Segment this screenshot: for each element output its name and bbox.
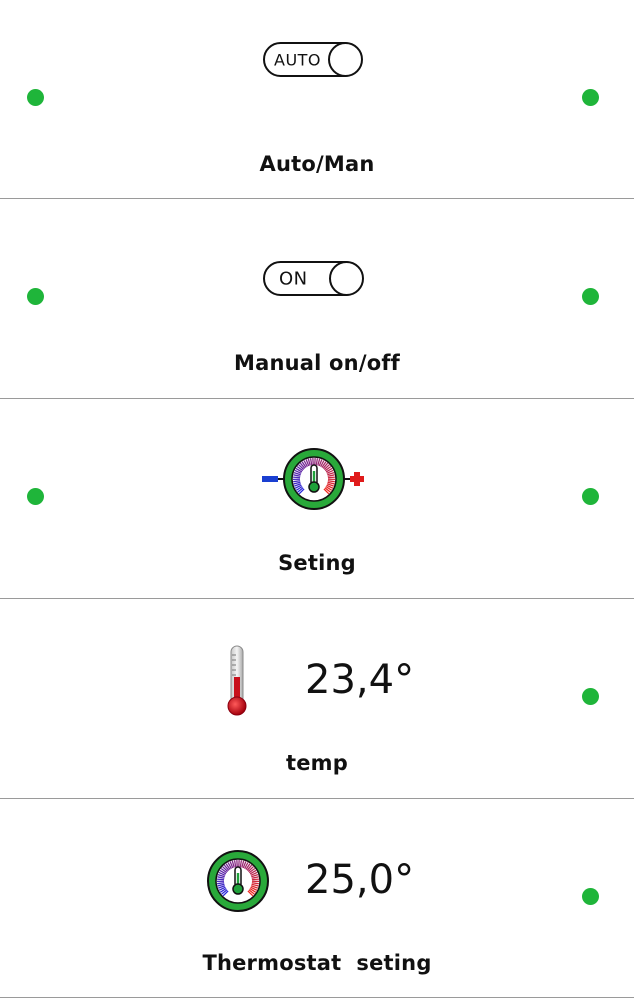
status-dot-left — [27, 288, 44, 305]
status-dot-right — [582, 288, 599, 305]
tile-label: Thermostat seting — [202, 951, 432, 975]
tile-seting[interactable]: Seting — [0, 399, 634, 599]
thermostat-adjust-icon[interactable] — [262, 447, 366, 511]
status-dot-right — [582, 488, 599, 505]
auto-toggle-text: AUTO — [274, 50, 322, 69]
setpoint-value: 25,0° — [305, 857, 415, 903]
on-toggle-text: ON — [279, 268, 308, 289]
status-dot-right — [582, 888, 599, 905]
status-dot-left — [27, 488, 44, 505]
toggle-knob — [327, 41, 363, 77]
status-dot-right — [582, 688, 599, 705]
minus-icon — [262, 476, 278, 482]
status-dot-left — [27, 89, 44, 106]
tile-manual-on-off[interactable]: ON Manual on/off — [0, 199, 634, 399]
tile-auto-man[interactable]: AUTO Auto/Man — [0, 0, 634, 199]
tile-label: Auto/Man — [259, 152, 375, 176]
tile-label: Seting — [278, 551, 356, 575]
status-dot-right — [582, 89, 599, 106]
temperature-value: 23,4° — [305, 657, 415, 703]
tile-temp[interactable]: 23,4° temp — [0, 599, 634, 799]
thermostat-dial-icon — [206, 849, 270, 913]
tile-label: Manual on/off — [234, 351, 400, 375]
on-toggle-icon[interactable]: ON — [263, 260, 364, 297]
thermometer-icon — [224, 645, 250, 717]
tile-label: temp — [286, 751, 348, 775]
tile-thermostat-seting[interactable]: 25,0° Thermostat seting — [0, 799, 634, 998]
toggle-knob — [328, 260, 364, 296]
auto-toggle-icon[interactable]: AUTO — [262, 40, 364, 118]
plus-icon — [350, 472, 364, 486]
